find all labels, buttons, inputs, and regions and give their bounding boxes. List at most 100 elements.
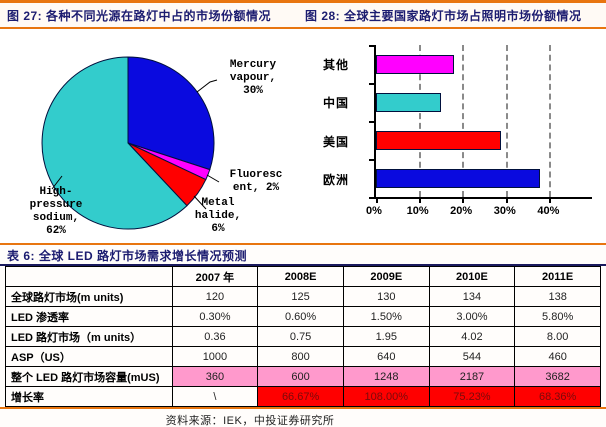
table-header-row: 2007 年 2008E 2009E 2010E 2011E — [5, 266, 601, 287]
bar-category-2: 美国 — [322, 134, 349, 149]
leader-line-metal-halide — [193, 195, 207, 210]
forecast-table-container: 2007 年 2008E 2009E 2010E 2011E 全球路灯市场(m unit… — [0, 264, 606, 407]
table-row-0: 全球路灯市场(m units) 120 125 130 134 138 — [5, 286, 601, 307]
table-cell: 0.30% — [171, 306, 259, 327]
table-cell: 0.60% — [257, 306, 344, 327]
table-cell: 5.80% — [514, 306, 601, 327]
table-cell: 130 — [342, 286, 430, 307]
figure-27-title: 图 27: 各种不同光源在路灯中占的市场份额情况 — [7, 9, 272, 23]
pie-slice-mercury-vapour — [127, 56, 215, 171]
pie-label-metal-halide: Metal halide, 6% — [194, 197, 242, 235]
table-cell: 8.00 — [514, 326, 601, 347]
table-row-label: LED 路灯市场（m units） — [5, 326, 173, 347]
table-cell: 1.95 — [342, 326, 430, 347]
figure-28-title: 图 28: 全球主要国家路灯市场占照明市场份额情况 — [305, 9, 582, 23]
table-row-2: LED 路灯市场（m units） 0.36 0.75 1.95 4.02 8.00 — [5, 326, 601, 347]
gridline-20% — [462, 45, 465, 197]
bar-plot-area — [369, 45, 592, 203]
table-cell: 640 — [342, 346, 430, 367]
x-tick-label-20%: 20% — [450, 205, 473, 217]
forecast-table: 2007 年 2008E 2009E 2010E 2011E 全球路灯市场(m unit… — [5, 266, 601, 407]
table-cell: 66.67% — [257, 386, 344, 407]
bar-category-3: 欧洲 — [322, 173, 349, 188]
pie-label-mercury-vapour: Mercury vapour, 30% — [229, 59, 277, 97]
figure-titles-bar: 图 27: 各种不同光源在路灯中占的市场份额情况 图 28: 全球主要国家路灯市… — [0, 0, 606, 29]
bar-category-1: 中国 — [322, 96, 349, 111]
x-tick-label-10%: 10% — [406, 205, 429, 217]
table-cell: 1000 — [171, 346, 259, 367]
bar-row-3 — [376, 168, 592, 188]
table-cell: 460 — [514, 346, 601, 367]
y-axis-tick — [369, 45, 375, 47]
table-cell: 3682 — [514, 366, 601, 387]
table-row-label: 整个 LED 路灯市场容量(mUS) — [5, 366, 173, 387]
table-cell: 1248 — [342, 366, 430, 387]
table-cell: 108.00% — [342, 386, 430, 407]
table-cell: \ — [171, 386, 259, 407]
table-cell: 120 — [171, 286, 259, 307]
table-cell: 125 — [257, 286, 344, 307]
table-cell: 1.50% — [342, 306, 430, 327]
x-axis-tick — [548, 198, 551, 203]
bar-中国 — [376, 92, 441, 112]
y-axis-tick — [369, 83, 375, 85]
table-row-label: 全球路灯市场(m units) — [5, 286, 173, 307]
table-cell: 4.02 — [428, 326, 516, 347]
table-col-header-2009E: 2009E — [342, 266, 430, 287]
y-axis-tick — [369, 159, 375, 161]
bar-row-0 — [376, 54, 592, 74]
table-col-header-2011E: 2011E — [514, 266, 601, 287]
section-divider — [0, 243, 606, 245]
x-tick-label-30%: 30% — [493, 205, 516, 217]
table-cell: 134 — [428, 286, 516, 307]
pie-chart: Mercury vapour, 30% Fluoresc ent, 2% Met… — [0, 29, 303, 243]
leader-line-mercury — [196, 79, 218, 93]
table-row-label: LED 渗透率 — [5, 306, 173, 327]
bar-x-axis-labels: 0% 10% 20% 30% 40% — [366, 205, 592, 219]
table-cell: 800 — [257, 346, 344, 367]
gridline-40% — [548, 45, 551, 197]
pie-slice-high-pressure-sodium — [41, 56, 188, 230]
bar-row-1 — [376, 92, 592, 112]
table-cell: 3.00% — [428, 306, 516, 327]
pie-chart-svg — [41, 56, 220, 230]
table-bottom-divider — [0, 407, 606, 409]
pie-label-high-pressure-sodium: High- pressure sodium, 62% — [29, 186, 83, 237]
x-tick-label-0%: 0% — [366, 205, 382, 217]
leader-line-high-pressure-sodium — [51, 175, 63, 190]
table-cell: 75.23% — [428, 386, 516, 407]
x-axis-tick — [419, 198, 422, 203]
table-row-label: 增长率 — [5, 386, 173, 407]
table-cell: 0.75 — [257, 326, 344, 347]
table-title: 表 6: 全球 LED 路灯市场需求增长情况预测 — [0, 245, 606, 264]
table-cell: 600 — [257, 366, 344, 387]
table-cell: 138 — [514, 286, 601, 307]
data-source-note: 资料来源：IEK，中投证券研究所 — [165, 415, 335, 427]
pie-label-fluorescent: Fluoresc ent, 2% — [229, 169, 283, 194]
table-col-header-2010E: 2010E — [428, 266, 516, 287]
bar-category-labels: 其他 中国 美国 欧洲 — [303, 45, 369, 199]
table-row-5: 增长率 \ 66.67% 108.00% 75.23% 68.36% — [5, 386, 601, 407]
table-row-4: 整个 LED 路灯市场容量(mUS) 360 600 1248 2187 3682 — [5, 366, 601, 387]
table-cell: 2187 — [428, 366, 516, 387]
table-cell: 0.36 — [171, 326, 259, 347]
x-axis-tick — [505, 198, 508, 203]
leader-line-fluorescent — [206, 174, 220, 183]
gridline-30% — [505, 45, 508, 197]
table-row-label: ASP（US） — [5, 346, 173, 367]
table-row-3: ASP（US） 1000 800 640 544 460 — [5, 346, 601, 367]
table-cell: 544 — [428, 346, 516, 367]
bar-chart: 其他 中国 美国 欧洲 0% 10% 20% 30% 40% — [303, 29, 606, 243]
x-tick-label-40%: 40% — [537, 205, 560, 217]
table-col-header-2007 年: 2007 年 — [171, 266, 259, 287]
y-axis-tick — [369, 121, 375, 123]
table-corner-cell — [5, 266, 173, 287]
charts-row: Mercury vapour, 30% Fluoresc ent, 2% Met… — [0, 29, 606, 243]
bar-row-2 — [376, 130, 592, 150]
x-axis-tick — [462, 198, 465, 203]
y-axis-tick — [369, 197, 375, 199]
bar-美国 — [376, 130, 502, 150]
x-axis-tick — [376, 198, 378, 203]
table-cell: 68.36% — [514, 386, 601, 407]
